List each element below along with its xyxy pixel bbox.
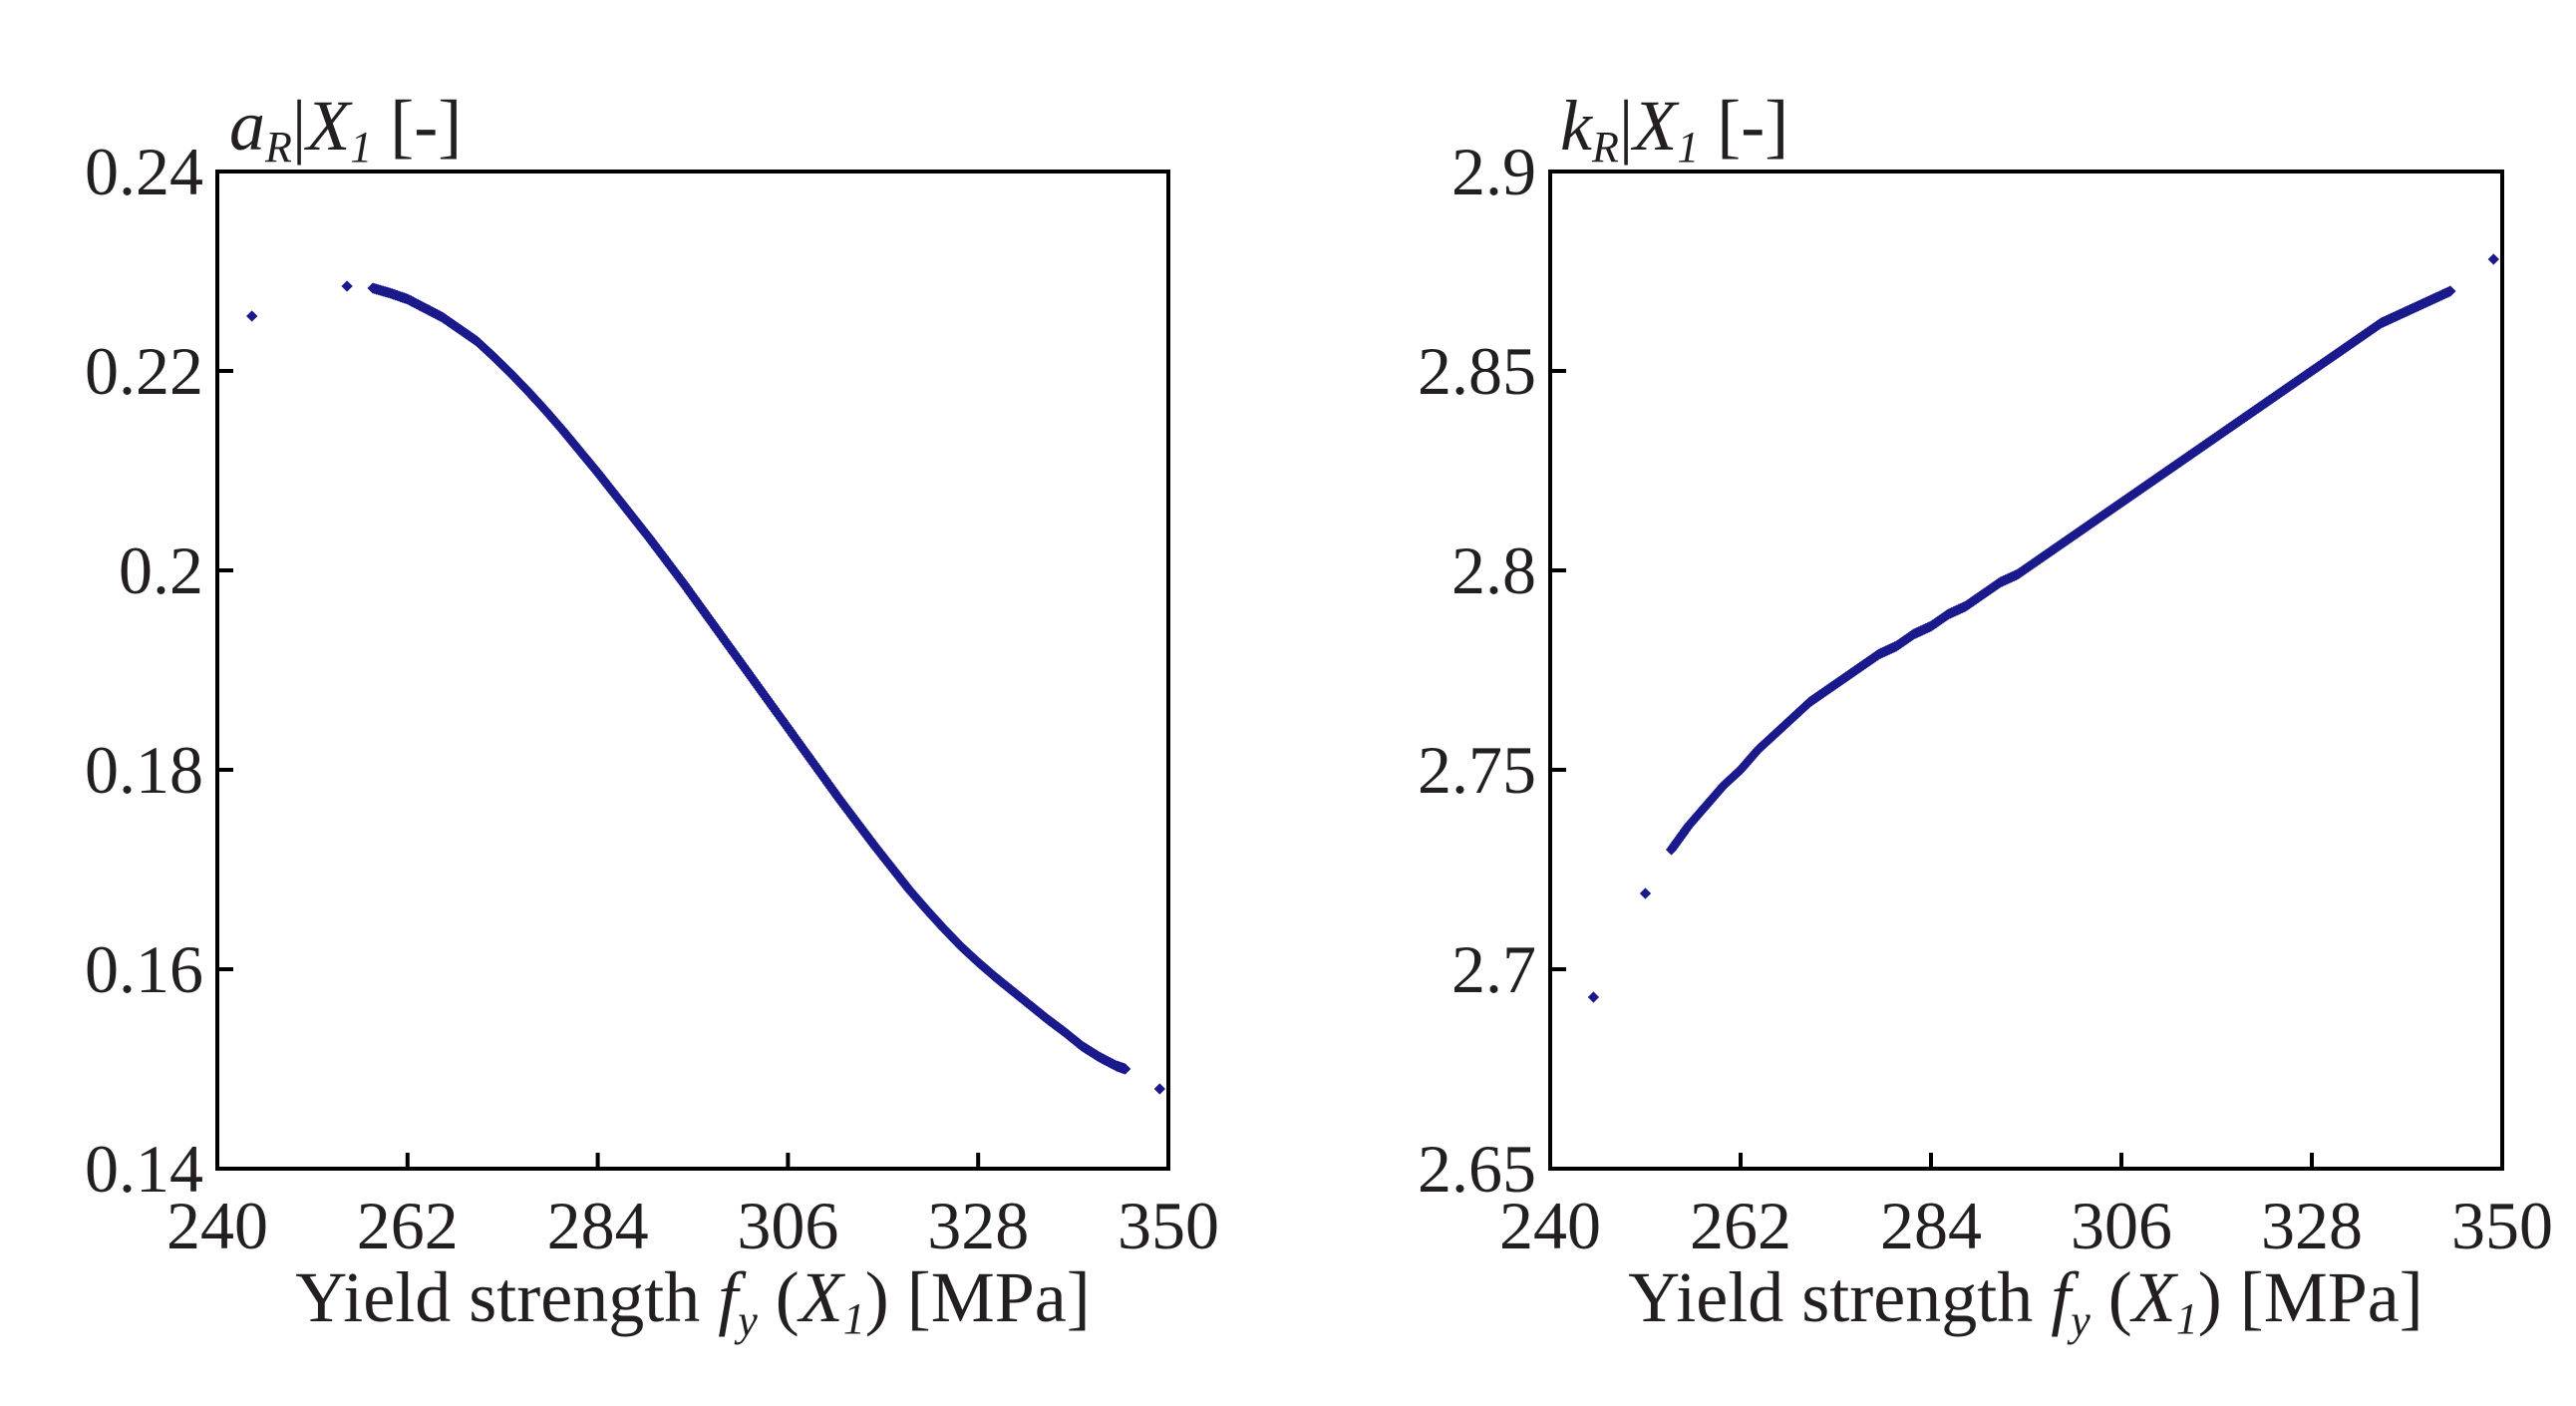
series-aR|X1: [246, 280, 1165, 1095]
y-tick-label: 2.9: [1451, 134, 1536, 209]
y-tick-label: 2.75: [1418, 732, 1536, 808]
y-axis-label: aR|X1 [-]: [229, 86, 462, 172]
x-tick-label: 284: [1880, 1188, 1982, 1263]
plot-frame: [1548, 170, 2504, 1171]
x-tick-label: 350: [1118, 1188, 1219, 1263]
chart-panel-k: 240 262 284 306 328 350 2.65 2.7 2.75 2.8 2.85 2.9 k…: [1418, 86, 2553, 1345]
y-tick-label: 2.7: [1451, 931, 1536, 1007]
data-point: [1639, 887, 1652, 899]
data-point: [1119, 1063, 1131, 1075]
x-axis-label: Yield strength fy (X1) [MPa]: [295, 1257, 1090, 1345]
y-tick-label: 0.2: [119, 532, 203, 608]
series-kR|X1: [1587, 253, 2499, 1003]
data-point: [2444, 285, 2456, 297]
y-tick-label: 0.22: [85, 333, 203, 409]
x-tick-label: 284: [547, 1188, 649, 1263]
data-point: [1153, 1083, 1165, 1095]
x-tick-label: 350: [2451, 1188, 2553, 1263]
x-tick-label: 262: [1690, 1188, 1791, 1263]
y-tick-label: 2.65: [1418, 1131, 1536, 1207]
x-tick-label: 240: [166, 1188, 268, 1263]
data-point: [246, 310, 258, 322]
x-tick-label: 262: [357, 1188, 459, 1263]
y-tick-label: 0.16: [85, 931, 203, 1007]
y-tick-label: 2.8: [1451, 532, 1536, 608]
x-tick-label: 240: [1499, 1188, 1601, 1263]
data-point: [1587, 991, 1600, 1003]
data-point: [341, 280, 353, 292]
chart-panel-a: 240 262 284 306 328 350 0.14 0.16 0.18 0.2 0.22 0.2…: [85, 86, 1219, 1345]
x-tick-label: 306: [2071, 1188, 2172, 1263]
x-tick-label: 306: [737, 1188, 838, 1263]
y-tick-label: 2.85: [1418, 333, 1536, 409]
y-axis-label: kR|X1 [-]: [1560, 86, 1788, 172]
y-tick-label: 0.18: [85, 732, 203, 808]
plot-frame: [215, 170, 1170, 1171]
x-tick-label: 328: [927, 1188, 1029, 1263]
y-tick-label: 0.14: [85, 1131, 203, 1207]
y-tick-label: 0.24: [85, 134, 203, 209]
data-point: [2487, 253, 2499, 265]
x-axis-label: Yield strength fy (X1) [MPa]: [1628, 1257, 2422, 1345]
x-tick-label: 328: [2261, 1188, 2363, 1263]
